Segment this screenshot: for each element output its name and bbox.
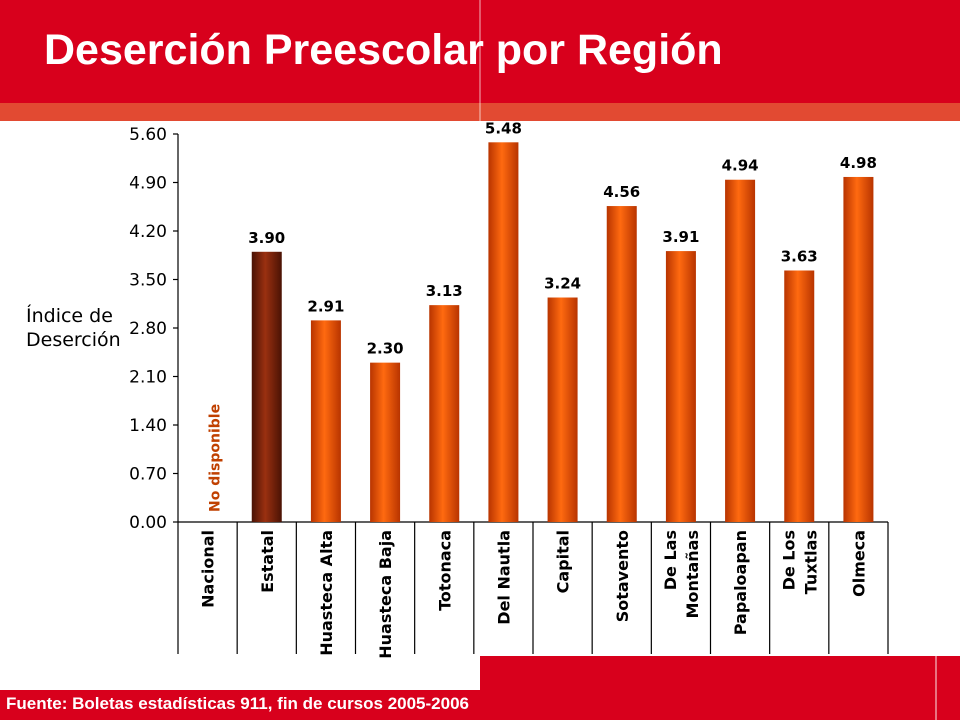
- chart-bars: [251, 142, 874, 523]
- y-tick-label: 2.80: [129, 319, 167, 339]
- bar: [843, 176, 874, 522]
- header-band: [0, 0, 960, 103]
- bar-value-label: 4.94: [722, 157, 759, 175]
- y-axis-label: Índice de Deserción: [26, 305, 121, 351]
- x-category-label: De Los: [779, 530, 798, 590]
- bar: [606, 206, 637, 523]
- chart-axes: 0.00 0.70 1.40 2.10 2.80 3.50 4.20 4.90 5.60: [129, 125, 889, 654]
- bar-value-label: 3.24: [544, 275, 581, 293]
- footer-bar: [0, 690, 960, 720]
- y-tick-label: 4.20: [129, 222, 167, 242]
- x-category-label: Estatal: [258, 530, 277, 593]
- bar-chart: 0.00 0.70 1.40 2.10 2.80 3.50 4.20 4.90 5.60 No …: [129, 119, 889, 659]
- y-tick-label: 0.00: [129, 513, 167, 533]
- y-tick-label: 3.50: [129, 271, 167, 291]
- source-note: Fuente: Boletas estadísticas 911, fin de…: [6, 694, 469, 713]
- chart-labels: No disponible Nacional 3.90 Estatal 2.91 Huas…: [199, 119, 877, 658]
- footer-accent-block: [480, 656, 960, 690]
- y-tick-label: 0.70: [129, 465, 167, 485]
- bar-value-label: 2.91: [307, 297, 344, 315]
- y-tick-label: 5.60: [129, 125, 167, 145]
- bar-value-label: 4.98: [840, 154, 877, 172]
- bar: [784, 270, 815, 522]
- bar: [429, 305, 460, 522]
- bar: [488, 142, 519, 523]
- bar-value-label: 2.30: [367, 340, 404, 358]
- header-divider: [479, 0, 481, 121]
- slide-title: Deserción Preescolar por Región: [44, 26, 723, 74]
- not-available-annotation: No disponible: [208, 404, 224, 512]
- x-category-label: De Las: [661, 530, 680, 590]
- header-stripe: [0, 103, 960, 121]
- x-category-label: Huasteca Baja: [376, 530, 395, 659]
- x-category-label: Tuxtlas: [801, 530, 820, 594]
- bar-value-label: 4.56: [603, 183, 640, 201]
- bar-value-label: 3.13: [426, 282, 463, 300]
- bar-value-label: 3.91: [662, 228, 699, 246]
- bar: [251, 251, 282, 523]
- bar: [725, 179, 756, 522]
- x-category-label: Nacional: [199, 530, 218, 608]
- bar: [370, 362, 401, 522]
- x-category-label: Huasteca Alta: [317, 530, 336, 656]
- x-category-label: Montañas: [683, 530, 702, 618]
- bar-value-label: 5.48: [485, 119, 522, 137]
- x-category-label: Olmeca: [849, 530, 868, 597]
- x-category-label: Capital: [554, 530, 573, 593]
- y-tick-label: 1.40: [129, 416, 167, 436]
- bar: [547, 297, 578, 522]
- footer-divider: [935, 636, 937, 720]
- x-category-label: Sotavento: [613, 530, 632, 622]
- x-category-label: Papaloapan: [731, 530, 750, 635]
- bar-value-label: 3.90: [248, 229, 285, 247]
- x-category-label: Del Nautla: [494, 530, 513, 625]
- bar-value-label: 3.63: [781, 247, 818, 265]
- y-tick-label: 2.10: [129, 368, 167, 388]
- bar: [665, 251, 696, 523]
- bar: [310, 320, 341, 522]
- y-tick-label: 4.90: [129, 174, 167, 194]
- x-category-label: Totonaca: [435, 530, 454, 611]
